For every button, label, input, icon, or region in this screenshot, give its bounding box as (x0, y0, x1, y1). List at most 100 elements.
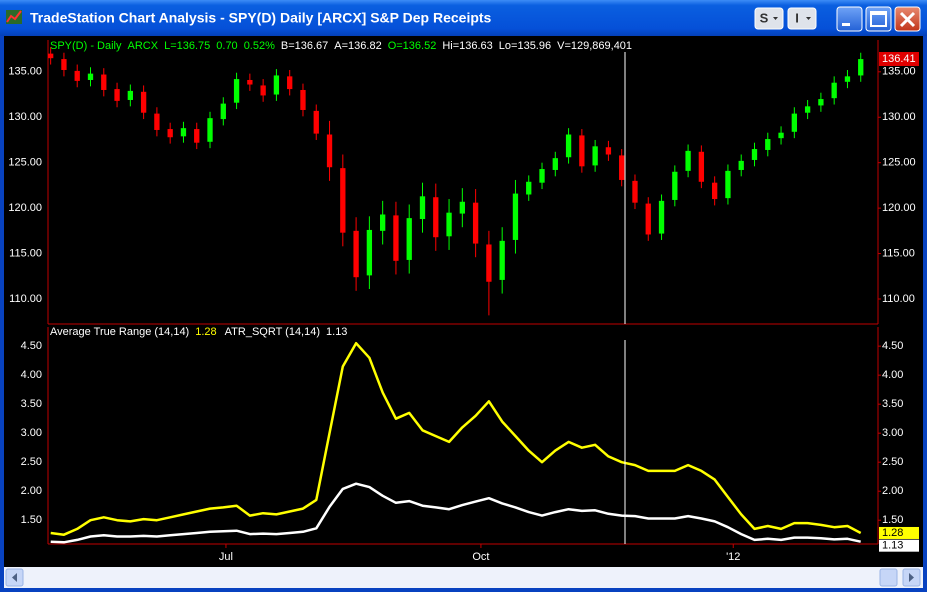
candle-body (791, 113, 797, 132)
candle-body (592, 146, 598, 166)
candle-body (220, 103, 226, 120)
candle-body (154, 113, 160, 130)
legend-value: 1.28 (195, 326, 216, 338)
line-series (50, 482, 861, 544)
y-tick-label: 130.00 (8, 111, 42, 123)
y-tick-label: 3.00 (882, 427, 903, 439)
candle-body (499, 240, 505, 280)
y-tick-label: 4.00 (21, 369, 42, 381)
legend: Average True Range (14,14) 1.28 ATR_SQRT (… (50, 326, 347, 338)
header-field: Lo=135.96 (499, 40, 551, 52)
header-field: B=136.67 (281, 40, 328, 52)
candle-body (114, 89, 120, 101)
candle-body (765, 139, 771, 150)
candle-body (818, 99, 824, 106)
candle-body (565, 134, 572, 158)
candle-body (605, 147, 612, 155)
candle-body (127, 90, 133, 100)
candle-body (313, 110, 319, 134)
y-tick-label: 3.50 (21, 398, 42, 410)
y-tick-label: 120.00 (882, 202, 916, 214)
scrollbar[interactable] (4, 567, 923, 588)
header-field: Hi=136.63 (442, 40, 492, 52)
candle-body (247, 79, 253, 85)
candle-body (406, 218, 412, 260)
candle-body (831, 82, 837, 99)
candle-body (738, 160, 744, 170)
header-field: V=129,869,401 (557, 40, 632, 52)
candle-body (712, 182, 718, 200)
y-tick-label: 135.00 (8, 66, 42, 78)
candle-body (366, 229, 373, 276)
header-field: ARCX (128, 40, 159, 52)
candle-body (512, 193, 519, 240)
candle-body (419, 196, 426, 220)
candle-body (632, 180, 638, 203)
candle-body (685, 150, 691, 171)
candle-body (725, 170, 731, 199)
header-field: O=136.52 (388, 40, 437, 52)
candle-body (619, 155, 625, 180)
button-label: S (760, 10, 769, 25)
candle-body (804, 106, 811, 113)
candle-body (74, 70, 80, 81)
style-button[interactable]: S (754, 7, 784, 30)
candle-body (844, 76, 851, 82)
candle-body (645, 203, 651, 235)
candle-body (101, 74, 107, 90)
y-tick-label: 3.50 (882, 398, 903, 410)
last-value-label: 1.13 (882, 540, 903, 552)
candle-body (300, 89, 306, 110)
candle-body (287, 76, 293, 90)
candle-body (579, 135, 585, 167)
line-series (50, 341, 862, 536)
last-value-tag (879, 526, 919, 539)
candle-body (260, 85, 266, 96)
candle-body (326, 134, 333, 168)
header-field: SPY(D) - Daily (50, 40, 122, 52)
header-field: A=136.82 (334, 40, 381, 52)
last-value-label: 1.28 (882, 527, 903, 539)
candle-body (233, 79, 240, 103)
y-tick-label: 115.00 (9, 247, 42, 259)
candle-body (207, 118, 213, 142)
candle-body (380, 214, 386, 231)
candle-body (658, 200, 665, 234)
y-tick-label: 2.50 (21, 456, 42, 468)
y-tick-label: 120.00 (8, 202, 42, 214)
candle-body (393, 215, 399, 261)
x-tick-label: '12 (726, 551, 740, 563)
candle-body (526, 181, 532, 195)
close-button[interactable] (894, 6, 921, 32)
candle-body (61, 59, 67, 70)
candle-body (48, 53, 54, 59)
x-tick-label: Oct (472, 551, 489, 563)
maximize-button[interactable] (865, 6, 892, 32)
y-tick-label: 110.00 (882, 293, 915, 305)
minimize-button[interactable] (836, 6, 863, 32)
candle-body (751, 149, 758, 160)
chart-area (4, 36, 923, 567)
chart-header: SPY(D) - Daily ARCX L=136.75 0.70 0.52% B=136… (50, 40, 632, 52)
y-tick-label: 1.50 (21, 514, 42, 526)
plot: 110.00 110.00 115.00 115.00 120.00 120.00 125.… (8, 40, 919, 563)
button-label: I (795, 10, 799, 25)
candle-body (778, 132, 784, 139)
candle-body (552, 158, 558, 170)
candle-body (858, 59, 864, 76)
last-value-tag (879, 51, 919, 66)
candle-body (433, 197, 439, 238)
x-tick-label: Jul (219, 551, 233, 563)
app-icon (6, 10, 22, 24)
candle-body (698, 151, 705, 182)
candle-body (340, 168, 346, 233)
candle-body (167, 129, 173, 138)
header-field: 0.52% (244, 40, 275, 52)
y-tick-label: 135.00 (882, 66, 916, 78)
last-value-label: 136.41 (882, 53, 916, 65)
y-tick-label: 4.50 (21, 340, 42, 352)
candle-body (87, 73, 94, 80)
insert-button[interactable]: I (787, 7, 817, 30)
